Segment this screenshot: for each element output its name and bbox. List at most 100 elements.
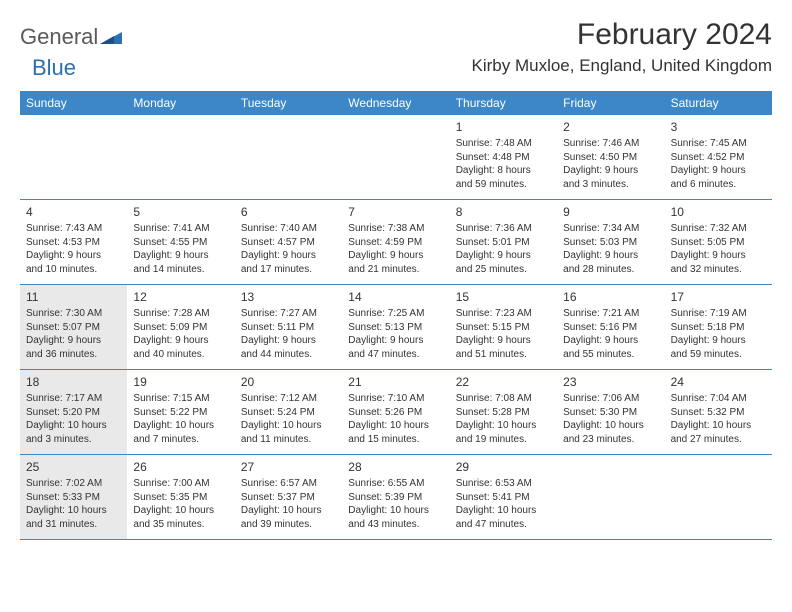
day-day2: and 43 minutes.: [348, 518, 443, 532]
day-day2: and 59 minutes.: [671, 348, 766, 362]
day-cell: 2Sunrise: 7:46 AMSunset: 4:50 PMDaylight…: [557, 115, 664, 199]
day-cell: 15Sunrise: 7:23 AMSunset: 5:15 PMDayligh…: [450, 285, 557, 369]
day-sunset: Sunset: 5:15 PM: [456, 321, 551, 335]
day-day1: Daylight: 10 hours: [133, 419, 228, 433]
day-day2: and 15 minutes.: [348, 433, 443, 447]
day-number: 19: [133, 374, 228, 390]
day-cell: [342, 115, 449, 199]
day-sunset: Sunset: 5:28 PM: [456, 406, 551, 420]
day-sunrise: Sunrise: 7:40 AM: [241, 222, 336, 236]
day-number: 20: [241, 374, 336, 390]
day-day2: and 7 minutes.: [133, 433, 228, 447]
day-day1: Daylight: 8 hours: [456, 164, 551, 178]
day-sunset: Sunset: 5:09 PM: [133, 321, 228, 335]
day-sunrise: Sunrise: 7:48 AM: [456, 137, 551, 151]
day-headers-row: Sunday Monday Tuesday Wednesday Thursday…: [20, 91, 772, 115]
day-day1: Daylight: 10 hours: [348, 419, 443, 433]
day-cell: 10 Sunrise: 7:32 AMSunset: 5:05 PMDayligh…: [665, 200, 772, 284]
day-day1: Daylight: 10 hours: [348, 504, 443, 518]
month-title: February 2024: [472, 18, 773, 52]
day-number: 17: [671, 289, 766, 305]
day-day1: Daylight: 10 hours: [26, 504, 121, 518]
day-cell: 18Sunrise: 7:17 AMSunset: 5:20 PMDayligh…: [20, 370, 127, 454]
day-cell: 13Sunrise: 7:27 AMSunset: 5:11 PMDayligh…: [235, 285, 342, 369]
day-day1: Daylight: 10 hours: [671, 419, 766, 433]
day-sunrise: Sunrise: 7:10 AM: [348, 392, 443, 406]
day-sunrise: Sunrise: 7:25 AM: [348, 307, 443, 321]
day-header-mon: Monday: [127, 91, 234, 115]
day-number: 14: [348, 289, 443, 305]
day-sunset: Sunset: 4:57 PM: [241, 236, 336, 250]
day-header-sun: Sunday: [20, 91, 127, 115]
day-cell: 20 Sunrise: 7:12 AMSunset: 5:24 PMDayligh…: [235, 370, 342, 454]
day-sunset: Sunset: 5:22 PM: [133, 406, 228, 420]
day-day2: and 51 minutes.: [456, 348, 551, 362]
day-day1: Daylight: 10 hours: [241, 419, 336, 433]
day-day1: Daylight: 9 hours: [671, 249, 766, 263]
day-number: 25: [26, 459, 121, 475]
day-sunrise: Sunrise: 7:12 AM: [241, 392, 336, 406]
logo-triangle-icon: [100, 28, 122, 49]
day-number: 16: [563, 289, 658, 305]
day-sunset: Sunset: 5:20 PM: [26, 406, 121, 420]
day-cell: 9Sunrise: 7:34 AMSunset: 5:03 PMDaylight…: [557, 200, 664, 284]
day-day2: and 27 minutes.: [671, 433, 766, 447]
day-sunrise: Sunrise: 7:43 AM: [26, 222, 121, 236]
day-number: 24: [671, 374, 766, 390]
day-sunrise: Sunrise: 7:46 AM: [563, 137, 658, 151]
day-cell: [127, 115, 234, 199]
day-sunrise: Sunrise: 7:32 AM: [671, 222, 766, 236]
day-header-fri: Friday: [557, 91, 664, 115]
day-day2: and 36 minutes.: [26, 348, 121, 362]
day-day2: and 44 minutes.: [241, 348, 336, 362]
day-sunrise: Sunrise: 7:19 AM: [671, 307, 766, 321]
day-day2: and 47 minutes.: [456, 518, 551, 532]
day-day2: and 55 minutes.: [563, 348, 658, 362]
day-day2: and 39 minutes.: [241, 518, 336, 532]
day-number: 10: [671, 204, 766, 220]
day-number: 11: [26, 289, 121, 305]
day-day1: Daylight: 10 hours: [563, 419, 658, 433]
day-cell: 24Sunrise: 7:04 AMSunset: 5:32 PMDayligh…: [665, 370, 772, 454]
day-header-sat: Saturday: [665, 91, 772, 115]
day-cell: 11Sunrise: 7:30 AMSunset: 5:07 PMDayligh…: [20, 285, 127, 369]
day-sunset: Sunset: 5:05 PM: [671, 236, 766, 250]
day-sunrise: Sunrise: 7:27 AM: [241, 307, 336, 321]
day-day1: Daylight: 9 hours: [456, 249, 551, 263]
day-day1: Daylight: 9 hours: [133, 334, 228, 348]
calendar-grid: Sunday Monday Tuesday Wednesday Thursday…: [20, 91, 772, 540]
logo-text-block: General Blue: [20, 24, 122, 81]
day-header-thu: Thursday: [450, 91, 557, 115]
day-number: 21: [348, 374, 443, 390]
day-cell: [557, 455, 664, 539]
day-number: 1: [456, 119, 551, 135]
day-sunset: Sunset: 5:03 PM: [563, 236, 658, 250]
day-day1: Daylight: 10 hours: [456, 504, 551, 518]
day-sunset: Sunset: 5:13 PM: [348, 321, 443, 335]
day-sunset: Sunset: 4:50 PM: [563, 151, 658, 165]
day-sunset: Sunset: 5:35 PM: [133, 491, 228, 505]
week-row: 4Sunrise: 7:43 AMSunset: 4:53 PMDaylight…: [20, 200, 772, 285]
day-cell: 29Sunrise: 6:53 AMSunset: 5:41 PMDayligh…: [450, 455, 557, 539]
day-sunset: Sunset: 5:24 PM: [241, 406, 336, 420]
day-day1: Daylight: 9 hours: [456, 334, 551, 348]
day-cell: 5Sunrise: 7:41 AMSunset: 4:55 PMDaylight…: [127, 200, 234, 284]
day-number: 7: [348, 204, 443, 220]
day-sunrise: Sunrise: 7:28 AM: [133, 307, 228, 321]
day-sunset: Sunset: 5:01 PM: [456, 236, 551, 250]
day-day2: and 21 minutes.: [348, 263, 443, 277]
location-text: Kirby Muxloe, England, United Kingdom: [472, 56, 773, 76]
week-row: 18Sunrise: 7:17 AMSunset: 5:20 PMDayligh…: [20, 370, 772, 455]
day-sunrise: Sunrise: 7:45 AM: [671, 137, 766, 151]
day-cell: 12Sunrise: 7:28 AMSunset: 5:09 PMDayligh…: [127, 285, 234, 369]
day-day1: Daylight: 9 hours: [241, 249, 336, 263]
day-sunset: Sunset: 5:16 PM: [563, 321, 658, 335]
logo-word1: General: [20, 24, 98, 49]
day-number: 5: [133, 204, 228, 220]
day-sunrise: Sunrise: 7:02 AM: [26, 477, 121, 491]
day-cell: 27Sunrise: 6:57 AMSunset: 5:37 PMDayligh…: [235, 455, 342, 539]
day-cell: 8Sunrise: 7:36 AMSunset: 5:01 PMDaylight…: [450, 200, 557, 284]
day-day2: and 32 minutes.: [671, 263, 766, 277]
day-cell: 26Sunrise: 7:00 AMSunset: 5:35 PMDayligh…: [127, 455, 234, 539]
day-sunrise: Sunrise: 7:36 AM: [456, 222, 551, 236]
